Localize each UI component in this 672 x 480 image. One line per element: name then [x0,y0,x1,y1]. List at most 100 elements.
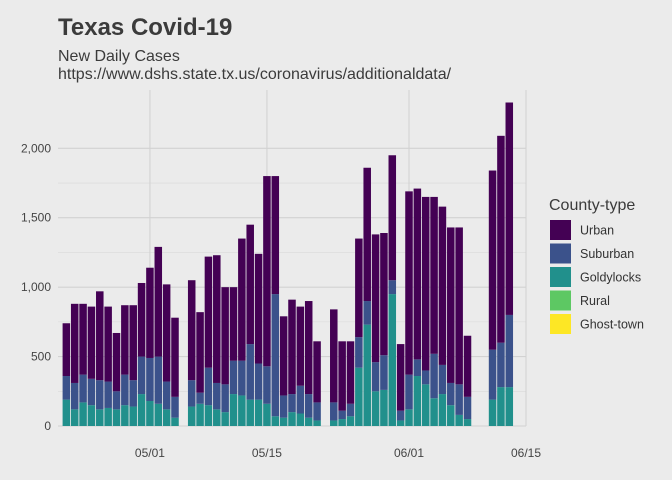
bar-goldylocks [430,398,438,426]
bar-urban [346,341,355,404]
bar-goldylocks [187,406,196,426]
bar-goldylocks [171,417,179,426]
bar-suburban [405,374,413,410]
bar-urban [296,306,305,386]
bar-suburban [229,360,238,395]
bar-urban [338,341,346,411]
x-tick-label: 06/15 [511,446,541,460]
bar-urban [355,238,363,338]
bar-goldylocks [447,405,455,426]
bar-suburban [455,384,463,415]
bar-urban [196,312,204,393]
bar-urban [146,267,154,358]
bar-urban [271,176,280,295]
bar-urban [221,287,229,385]
bar-suburban [279,395,288,418]
bar-goldylocks [296,413,305,426]
bar-suburban [263,366,271,404]
bar-goldylocks [413,376,422,426]
bar-urban [455,227,463,385]
bar-goldylocks [162,409,171,426]
bar-suburban [396,410,405,421]
bar-urban [137,282,146,357]
bar-goldylocks [455,414,463,426]
bar-goldylocks [263,403,271,426]
legend-label-suburban: Suburban [580,247,634,261]
bar-suburban [104,381,112,408]
bar-urban [330,309,338,403]
bar-suburban [112,391,121,410]
bar-goldylocks [288,412,296,426]
bar-suburban [288,394,296,413]
bar-urban [229,287,238,361]
chart-source: https://www.dshs.state.tx.us/coronavirus… [58,66,452,83]
bar-suburban [338,410,346,420]
bar-urban [263,176,271,367]
bar-urban [288,299,296,395]
bar-goldylocks [380,389,388,426]
bar-suburban [213,382,221,410]
bar-suburban [137,356,146,395]
bar-suburban [70,382,79,410]
legend-key-ghost-town [550,314,571,334]
bar-suburban [505,314,514,388]
bar-urban [505,102,514,315]
bar-suburban [413,359,422,377]
legend-title: County-type [549,197,635,214]
bar-suburban [380,355,388,390]
bar-urban [62,323,71,377]
bar-goldylocks [396,420,405,426]
bar-urban [279,316,288,396]
legend-key-urban [550,220,571,240]
bar-goldylocks [204,405,213,426]
bar-suburban [438,364,447,395]
bar-goldylocks [238,395,246,426]
bar-urban [246,224,254,345]
bar-goldylocks [421,384,430,426]
bar-goldylocks [129,406,137,426]
bar-urban [405,191,413,375]
bar-suburban [171,396,179,418]
bar-goldylocks [221,412,229,426]
bar-urban [363,167,371,302]
bar-goldylocks [405,409,413,426]
legend-label-urban: Urban [580,224,614,238]
x-tick-label: 05/15 [252,446,282,460]
bar-suburban [87,378,96,406]
bar-suburban [296,385,305,414]
bar-urban [421,196,430,371]
bar-goldylocks [104,407,112,426]
bar-goldylocks [96,409,104,426]
bar-suburban [313,402,321,421]
y-tick-label: 500 [31,350,51,364]
bar-goldylocks [70,409,79,426]
chart-title: Texas Covid-19 [58,14,232,41]
bar-suburban [447,382,455,406]
bar-suburban [355,337,363,368]
bar-urban [112,332,121,392]
bar-goldylocks [279,417,288,426]
bar-urban [79,303,87,375]
bar-suburban [238,360,246,396]
bar-suburban [346,403,355,417]
bar-goldylocks [196,403,204,426]
bar-suburban [497,342,505,388]
bar-urban [238,238,246,361]
bar-suburban [246,344,254,400]
bar-suburban [162,381,171,410]
bar-goldylocks [137,394,146,426]
legend-label-rural: Rural [580,294,610,308]
y-tick-label: 1,000 [21,280,51,294]
x-tick-label: 05/01 [135,446,165,460]
y-tick-label: 0 [44,419,51,433]
legend-key-goldylocks [550,267,571,287]
bar-urban [447,227,455,383]
bar-suburban [430,353,438,399]
bar-urban [438,206,447,365]
bar-urban [96,291,104,381]
chart-subtitle: New Daily Cases [58,48,180,65]
bar-suburban [79,374,87,403]
bar-urban [497,135,505,343]
bar-suburban [146,357,154,402]
